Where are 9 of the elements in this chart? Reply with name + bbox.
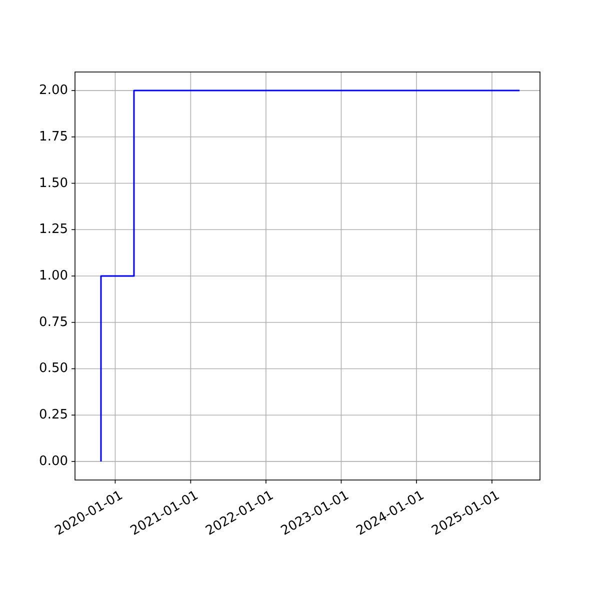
y-tick-label: 2.00: [39, 83, 68, 98]
y-tick-label: 0.75: [39, 314, 68, 330]
y-tick-label: 0.00: [39, 454, 68, 469]
y-tick-label: 1.25: [39, 222, 68, 238]
y-tick-label: 1.50: [39, 176, 68, 191]
y-tick-label: 1.00: [39, 268, 68, 284]
y-tick-label: 0.50: [39, 361, 68, 376]
y-tick-label: 0.25: [39, 408, 68, 423]
y-tick-label: 1.75: [39, 129, 68, 144]
